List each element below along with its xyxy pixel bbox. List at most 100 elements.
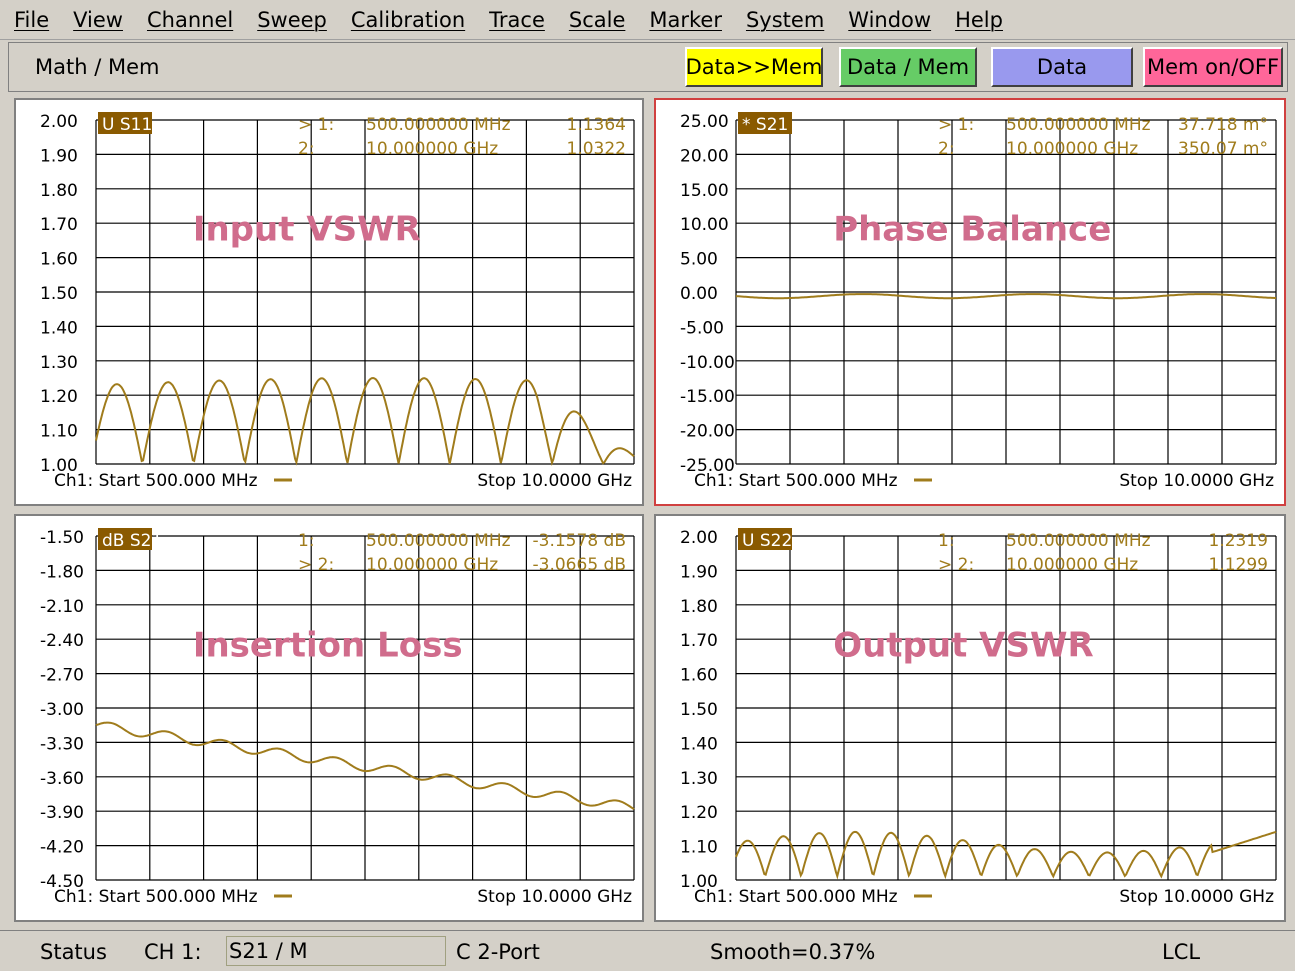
menu-system[interactable]: System xyxy=(745,7,825,32)
marker-frequency: 10.000000 GHz xyxy=(366,139,498,159)
trace-badge: dB S21 xyxy=(102,531,162,551)
data-button[interactable]: Data xyxy=(991,47,1133,87)
y-tick-label: 1.20 xyxy=(680,803,718,823)
marker-value: -3.1578 dB xyxy=(533,531,626,551)
marker-frequency: 10.000000 GHz xyxy=(1006,555,1138,575)
y-tick-label: 1.90 xyxy=(680,562,718,582)
phase-balance-svg: 25.00 20.00 15.00 10.00 5.00 0.00 -5.00 -10.00 -… xyxy=(680,112,1277,491)
status-channel: CH 1: xyxy=(144,940,202,964)
y-tick-label: 10.00 xyxy=(680,215,729,235)
measurement-trace xyxy=(95,376,635,466)
data-to-mem-button[interactable]: Data>>Mem xyxy=(685,47,823,87)
y-tick-label: 1.70 xyxy=(40,215,78,235)
y-tick-label: 20.00 xyxy=(680,146,729,166)
menu-channel[interactable]: Channel xyxy=(146,7,234,32)
y-tick-label: 1.10 xyxy=(680,838,718,858)
y-tick-label: 1.80 xyxy=(40,181,78,201)
marker-value: 1.0322 xyxy=(567,139,626,159)
marker-number: > 1: xyxy=(938,115,974,135)
chart-annotation-title: Insertion Loss xyxy=(193,625,463,665)
trace-badge-bg xyxy=(98,112,152,134)
menu-calibration[interactable]: Calibration xyxy=(350,7,466,32)
y-tick-label: 1.30 xyxy=(680,769,718,789)
insertion-loss-chart[interactable]: -1.50 -1.80 -2.10 -2.40 -2.70 -3.00 -3.30 -3.60… xyxy=(14,514,644,922)
sweep-start-label: Ch1: Start 500.000 MHz xyxy=(694,887,898,907)
y-tick-label: 0.00 xyxy=(680,284,718,304)
y-tick-label: -5.00 xyxy=(680,318,724,338)
y-tick-label: 25.00 xyxy=(680,112,729,132)
sweep-stop-label: Stop 10.0000 GHz xyxy=(477,471,632,491)
marker-value: 37.718 m° xyxy=(1178,115,1268,135)
y-tick-label: -25.00 xyxy=(680,456,735,476)
y-tick-label: -3.00 xyxy=(40,700,84,720)
phase-balance-chart[interactable]: 25.00 20.00 15.00 10.00 5.00 0.00 -5.00 -10.00 -… xyxy=(654,98,1286,506)
status-remote: LCL xyxy=(1162,940,1201,964)
marker-value: 1.1364 xyxy=(567,115,626,135)
measurement-trace xyxy=(95,721,635,811)
y-tick-label: 15.00 xyxy=(680,181,729,201)
menu-view[interactable]: View xyxy=(73,7,123,32)
marker-number: > 2: xyxy=(298,555,334,575)
y-tick-label: 1.60 xyxy=(40,250,78,270)
y-tick-label: 1.00 xyxy=(680,872,718,892)
marker-value: -3.0665 dB xyxy=(533,555,626,575)
measurement-trace xyxy=(735,830,1277,880)
trace-badge-bg xyxy=(738,112,792,134)
data-div-mem-button[interactable]: Data / Mem xyxy=(839,47,977,87)
marker-frequency: 10.000000 GHz xyxy=(366,555,498,575)
marker-number: 2: xyxy=(298,139,315,159)
marker-value: 1.2319 xyxy=(1209,531,1268,551)
menu-window[interactable]: Window xyxy=(848,7,932,32)
y-tick-label: 1.20 xyxy=(40,387,78,407)
insertion-loss-svg: -1.50 -1.80 -2.10 -2.40 -2.70 -3.00 -3.30 -3.60… xyxy=(40,528,635,907)
input-vswr-svg: 2.00 1.90 1.80 1.70 1.60 1.50 1.40 1.30 1.20 1.10… xyxy=(40,112,635,491)
y-tick-label: 5.00 xyxy=(680,250,718,270)
output-vswr-chart[interactable]: 2.00 1.90 1.80 1.70 1.60 1.50 1.40 1.30 1.20 1.10… xyxy=(654,514,1286,922)
y-tick-label: -15.00 xyxy=(680,387,735,407)
y-tick-label: 1.40 xyxy=(40,318,78,338)
sweep-stop-label: Stop 10.0000 GHz xyxy=(477,887,632,907)
trace-badge-bg xyxy=(98,528,152,550)
y-tick-label: -3.90 xyxy=(40,803,84,823)
menu-help[interactable]: Help xyxy=(955,7,1003,32)
y-tick-label: -4.50 xyxy=(40,872,84,892)
y-tick-label: 1.50 xyxy=(680,700,718,720)
trace-badge: U S22 xyxy=(742,531,792,551)
y-tick-label: -3.30 xyxy=(40,734,84,754)
measurement-trace xyxy=(735,293,1276,300)
y-tick-label: -10.00 xyxy=(680,353,735,373)
marker-frequency: 10.000000 GHz xyxy=(1006,139,1138,159)
y-tick-label: -20.00 xyxy=(680,422,735,442)
menu-marker[interactable]: Marker xyxy=(649,7,722,32)
mem-on-off-button[interactable]: Mem on/OFF xyxy=(1143,47,1283,87)
sweep-start-label: Ch1: Start 500.000 MHz xyxy=(54,887,258,907)
menu-scale[interactable]: Scale xyxy=(568,7,626,32)
sweep-start-label: Ch1: Start 500.000 MHz xyxy=(54,471,258,491)
menu-trace[interactable]: Trace xyxy=(489,7,545,32)
y-tick-label: 1.70 xyxy=(680,631,718,651)
output-vswr-svg: 2.00 1.90 1.80 1.70 1.60 1.50 1.40 1.30 1.20 1.10… xyxy=(680,528,1277,907)
y-tick-label: 2.00 xyxy=(680,528,718,548)
input-vswr-chart[interactable]: 2.00 1.90 1.80 1.70 1.60 1.50 1.40 1.30 1.20 1.10… xyxy=(14,98,644,506)
softkey-bar: Math / Mem Data>>Mem Data / Mem Data Mem… xyxy=(8,42,1288,92)
marker-frequency: 500.000000 MHz xyxy=(366,531,511,551)
chart-annotation-title: Output VSWR xyxy=(833,625,1093,665)
y-tick-label: 1.30 xyxy=(40,353,78,373)
menu-file[interactable]: File xyxy=(14,7,50,32)
trace-badge-bg xyxy=(738,528,792,550)
trace-badge: * S21 xyxy=(742,115,788,135)
menu-bar: File View Channel Sweep Calibration Trace Scal… xyxy=(0,0,1295,40)
status-smoothing: Smooth=0.37% xyxy=(710,940,876,964)
status-bar: Status CH 1: S21 / M C 2-Port Smooth=0.3… xyxy=(0,930,1295,971)
y-tick-label: -1.50 xyxy=(40,528,84,548)
y-tick-label: -3.60 xyxy=(40,769,84,789)
chart-annotation-title: Input VSWR xyxy=(193,209,421,249)
y-tick-label: 1.10 xyxy=(40,422,78,442)
status-cal-mode: C 2-Port xyxy=(456,940,540,964)
y-tick-label: 1.50 xyxy=(40,284,78,304)
marker-number: > 2: xyxy=(938,555,974,575)
softkey-menu-title: Math / Mem xyxy=(35,55,160,79)
sweep-start-label: Ch1: Start 500.000 MHz xyxy=(694,471,898,491)
y-tick-label: 1.40 xyxy=(680,734,718,754)
menu-sweep[interactable]: Sweep xyxy=(257,7,327,32)
